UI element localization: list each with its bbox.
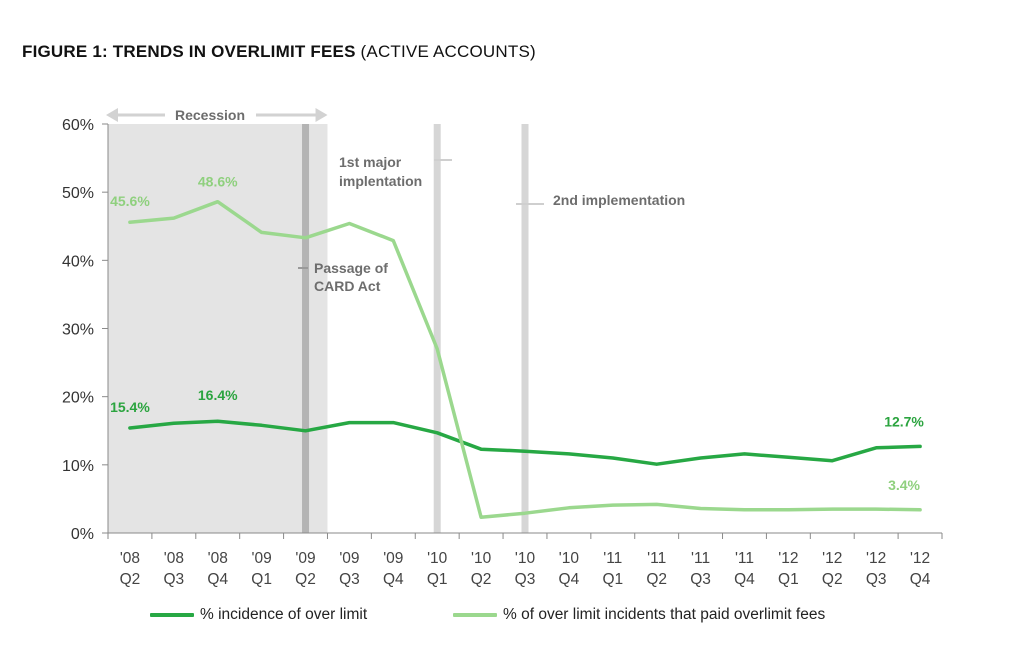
x-tick-label-year: '09 [295,550,315,567]
legend-swatch-paid-fees [453,613,497,617]
second-impl-label: 2nd implementation [553,192,685,208]
chart-title-main: FIGURE 1: TRENDS IN OVERLIMIT FEES [22,42,356,61]
first-implementation-marker [433,124,441,533]
recession-band [108,124,328,533]
x-tick-label-quarter: Q3 [339,571,360,588]
y-tick-label: 0% [71,526,94,543]
x-tick-label-quarter: Q3 [866,571,887,588]
x-tick-label-year: '12 [866,550,886,567]
legend-label-paid-fees: % of over limit incidents that paid over… [503,606,826,623]
legend-item-paid-fees: % of over limit incidents that paid over… [453,606,825,624]
recession-arrowhead-right [315,108,328,122]
chart-title-sub: (ACTIVE ACCOUNTS) [360,42,536,61]
data-label: 3.4% [888,477,920,493]
x-tick-label-year: '08 [208,550,228,567]
x-tick-label-quarter: Q2 [646,571,667,588]
first-impl-label-line2: implentation [339,173,422,189]
recession-label: Recession [175,107,245,123]
card-act-marker [302,124,310,533]
x-tick-label-year: '12 [910,550,930,567]
x-tick-label-year: '08 [120,550,140,567]
first-impl-label-line1: 1st major [339,154,402,170]
second-implementation-marker [521,124,529,533]
data-label: 45.6% [110,193,150,209]
x-tick-label-year: '09 [383,550,403,567]
series-line-incidence [128,419,922,466]
x-tick-label-quarter: Q2 [822,571,843,588]
x-tick-label-quarter: Q1 [427,571,448,588]
x-tick-label-quarter: Q4 [734,571,755,588]
x-tick-label-quarter: Q2 [295,571,316,588]
x-tick-label-year: '11 [735,550,754,567]
series-line-paid-fees [128,199,922,520]
x-tick-label-year: '11 [691,550,710,567]
x-tick-label-quarter: Q4 [910,571,931,588]
x-tick-label-quarter: Q2 [471,571,492,588]
legend-swatch-incidence [150,613,194,617]
legend-label-incidence: % incidence of over limit [200,606,368,623]
y-tick-label: 40% [62,253,94,270]
x-tick-label-year: '09 [252,550,272,567]
x-tick-label-quarter: Q3 [163,571,184,588]
x-tick-label-quarter: Q1 [778,571,799,588]
x-tick-label-year: '10 [515,550,536,567]
y-tick-label: 60% [62,117,94,134]
data-label: 16.4% [198,387,238,403]
recession-arrowhead-left [106,108,118,122]
x-tick-label-quarter: Q2 [120,571,141,588]
x-tick-label-year: '12 [778,550,798,567]
x-tick-label-year: '09 [339,550,359,567]
x-tick-label-year: '11 [603,550,622,567]
x-tick-label-quarter: Q4 [383,571,404,588]
y-tick-label: 30% [62,322,94,339]
x-tick-label-quarter: Q4 [559,571,580,588]
legend: % incidence of over limit % of over limi… [0,606,1024,630]
x-tick-label-quarter: Q3 [690,571,711,588]
data-label: 15.4% [110,399,150,415]
x-tick-label-quarter: Q1 [251,571,272,588]
x-tick-label-year: '10 [427,550,448,567]
x-tick-label-quarter: Q4 [207,571,228,588]
x-tick-label-year: '10 [559,550,580,567]
legend-item-incidence: % incidence of over limit [150,606,367,624]
x-tick-label-year: '08 [164,550,184,567]
chart-title: FIGURE 1: TRENDS IN OVERLIMIT FEES (ACTI… [22,42,536,62]
y-tick-label: 50% [62,185,94,202]
y-tick-label: 20% [62,390,94,407]
x-tick-label-year: '10 [471,550,492,567]
x-tick-label-quarter: Q1 [602,571,623,588]
data-label: 12.7% [884,413,924,429]
card-act-label-line1: Passage of [314,260,388,276]
data-label: 48.6% [198,174,238,190]
x-tick-label-year: '12 [822,550,842,567]
x-tick-label-quarter: Q3 [515,571,536,588]
x-tick-label-year: '11 [647,550,666,567]
line-chart: Recession 0% 10% 20% 30% 40% 50% 60% '08 Q2 '08 Q3 '… [62,107,943,588]
card-act-label-line2: CARD Act [314,278,381,294]
y-tick-label: 10% [62,458,94,475]
